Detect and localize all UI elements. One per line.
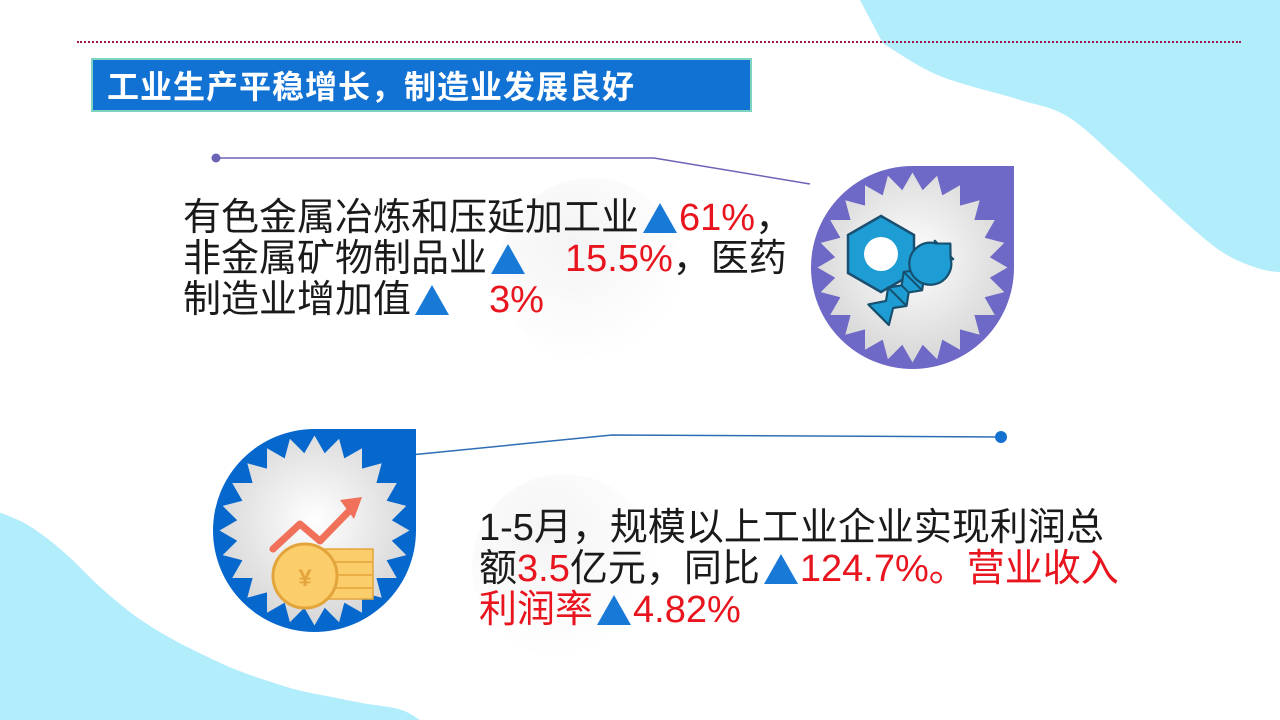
svg-text:¥: ¥: [298, 565, 312, 592]
